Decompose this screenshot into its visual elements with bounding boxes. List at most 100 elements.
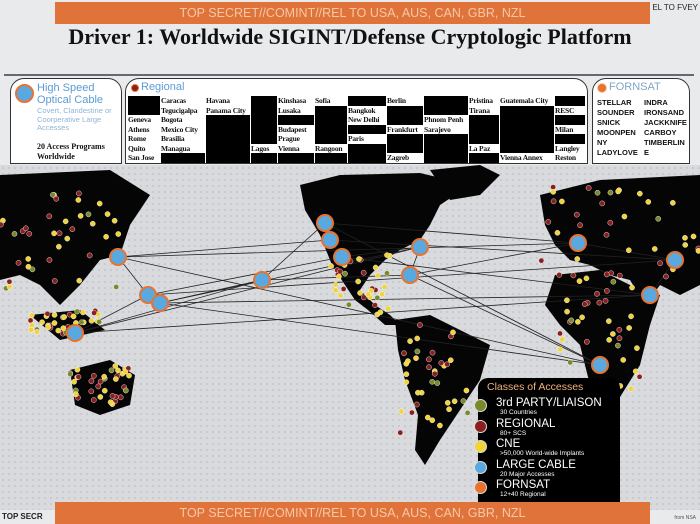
access-dot (15, 259, 22, 266)
large-cable-access (641, 286, 659, 304)
redacted-cell (387, 105, 423, 115)
access-dot (356, 256, 362, 262)
cable-line (117, 239, 331, 258)
redacted-cell (469, 153, 499, 163)
access-dot (634, 345, 640, 351)
site-name: Athens (128, 124, 150, 134)
access-dot (115, 367, 121, 374)
fornsat-site: MOONPEN (597, 128, 636, 137)
legend-name: LARGE CABLE (496, 458, 576, 471)
access-dot (101, 387, 108, 394)
fornsat-site: STELLAR (597, 98, 632, 107)
legend-item: 3rd PARTY/LIAISON 30 Countries (474, 397, 620, 417)
access-dot (636, 374, 643, 380)
cable-count: 20 Access Programs Worldwide (37, 142, 105, 161)
access-dot (417, 322, 423, 328)
access-dot (437, 422, 443, 429)
access-dot (29, 266, 36, 273)
access-dot (46, 257, 53, 263)
access-dot (651, 246, 658, 252)
redacted-cell (469, 115, 499, 125)
redacted-cell (500, 143, 554, 153)
access-dot (397, 429, 404, 436)
access-dot (56, 230, 63, 237)
access-dot (113, 284, 120, 290)
access-dot (606, 318, 612, 324)
access-dot (604, 288, 610, 294)
title-divider (4, 74, 694, 76)
redacted-cell (387, 115, 423, 125)
access-dot (55, 327, 62, 334)
fornsat-site: IRONSAND (644, 108, 685, 117)
fornsat-list-2: INDRA IRONSAND JACKKNIFE CARBOY TIMBERLIN E (644, 98, 687, 158)
legend-swatch (474, 419, 487, 433)
africa (545, 270, 660, 415)
site-name: Kinshasa (278, 96, 306, 105)
redacted-cell (424, 105, 468, 115)
redacted-cell (315, 124, 347, 134)
access-dot (85, 211, 92, 218)
cable-line (409, 242, 579, 276)
access-dot (77, 213, 84, 219)
access-dot (340, 286, 347, 292)
redacted-cell (555, 96, 585, 106)
legend-detail: 20 Major Accesses (500, 470, 555, 478)
site-name: Vienna (278, 143, 300, 153)
redacted-cell (424, 153, 468, 163)
redacted-cell (128, 96, 160, 106)
access-dot (29, 322, 35, 329)
site-name: Brasilia (161, 134, 185, 143)
legend-detail: 30 Countries (500, 409, 537, 416)
redacted-cell (469, 134, 499, 144)
access-dot (46, 213, 53, 220)
greenland (430, 165, 500, 200)
access-dot (617, 272, 623, 279)
regional-icon (131, 84, 139, 92)
access-dot (107, 399, 114, 405)
access-dot (564, 308, 570, 315)
redacted-cell (500, 134, 554, 144)
cable-box: High Speed Optical Cable Covert, Clandes… (10, 78, 122, 164)
site-name: Managua (161, 143, 191, 153)
access-dot (682, 242, 689, 248)
fornsat-title: FORNSAT (609, 81, 661, 93)
legend-item: LARGE CABLE 20 Major Accesses (474, 458, 620, 479)
cable-title: High Speed Optical Cable (37, 82, 104, 106)
cable-line (74, 294, 651, 334)
site-name: Geneva (128, 115, 151, 124)
access-dot (355, 278, 361, 285)
access-dot (663, 273, 669, 280)
regional-row: Athens Mexico City Budapest Frankfurt Saraje… (128, 124, 585, 134)
site-name: Paris (348, 134, 364, 143)
world-map (0, 165, 700, 510)
access-dot (51, 230, 57, 237)
access-dot (64, 235, 71, 242)
access-dot (23, 225, 29, 232)
access-dot (112, 363, 119, 369)
access-dot (403, 379, 410, 385)
access-dot (71, 378, 77, 385)
site-name: RESC (555, 105, 575, 115)
access-dot (403, 371, 410, 378)
redacted-cell (555, 115, 585, 125)
access-dot (346, 301, 352, 308)
access-dot (603, 231, 610, 238)
fornsat-site: E (644, 148, 650, 157)
access-dot (75, 374, 82, 380)
access-dot (538, 257, 545, 264)
fornsat-site: LADYLOVE (597, 148, 638, 157)
site-name: Langley (555, 143, 580, 153)
access-dot (414, 348, 421, 355)
large-cable-access (321, 231, 339, 249)
legend-item: FORNSAT 12+40 Regional (474, 479, 620, 499)
access-dot (575, 319, 581, 325)
access-dot (384, 270, 390, 277)
classification-corner: EL TO FVEY (652, 3, 698, 12)
site-name: San Jose (128, 153, 155, 162)
access-dot (384, 252, 390, 258)
access-dot (374, 294, 381, 301)
legend-name: FORNSAT (496, 479, 551, 491)
fornsat-list-1: STELLAR SOUNDER SNICK MOONPEN NY LADYLOVE (597, 98, 638, 158)
large-cable-access (411, 238, 429, 256)
access-dot (450, 329, 456, 336)
